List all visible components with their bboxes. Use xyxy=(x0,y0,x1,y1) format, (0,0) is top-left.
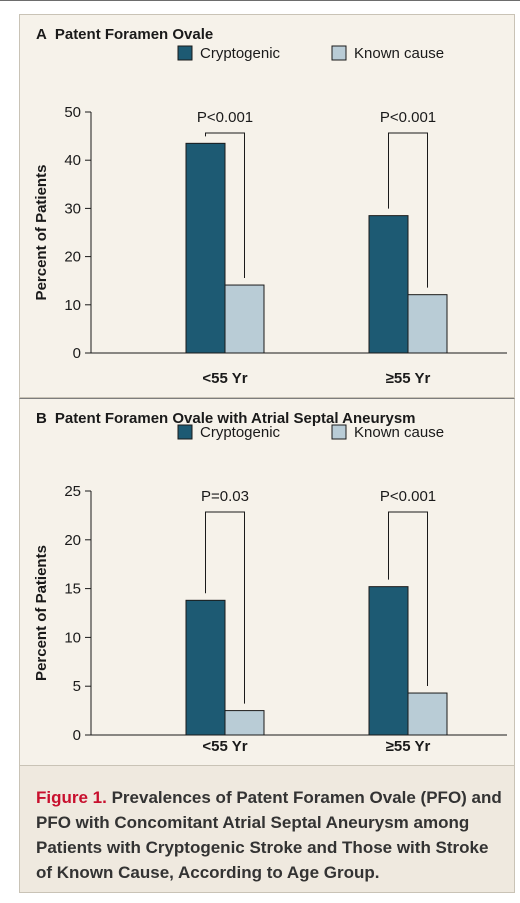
legend-label-b-1: Cryptogenic xyxy=(200,424,281,441)
panel-a-title-text: Patent Foramen Ovale xyxy=(54,26,214,43)
panel-a-title: A Patent Foramen Ovale xyxy=(36,26,213,43)
significance-bracket-a-2 xyxy=(388,132,428,288)
significance-bracket-b-1 xyxy=(205,511,245,704)
legend-swatch-a-2 xyxy=(331,45,347,61)
significance-bracket-b-2 xyxy=(388,511,428,687)
y-tick-label-a-50: 50 xyxy=(64,104,81,121)
y-tick-label-b-15: 15 xyxy=(64,581,81,598)
panel-b-title: B Patent Foramen Ovale with Atrial Septal… xyxy=(36,410,416,427)
significance-bracket-a-1 xyxy=(205,132,245,279)
y-axis-title-a: Percent of Patients xyxy=(33,165,50,301)
category-label-b-1: <55 Yr xyxy=(202,738,247,755)
p-value-b-1: P=0.03 xyxy=(201,488,249,505)
y-tick-label-a-30: 30 xyxy=(64,200,81,217)
bar-b-2-2 xyxy=(407,692,448,736)
legend-swatch-b-2 xyxy=(331,424,347,440)
bar-b-1-2 xyxy=(224,710,265,736)
y-tick-label-b-20: 20 xyxy=(64,532,81,549)
category-label-a-1: <55 Yr xyxy=(202,370,247,387)
caption-box: Figure 1. Prevalences of Patent Foramen … xyxy=(19,766,515,893)
y-tick-label-a-40: 40 xyxy=(64,152,81,169)
legend-label-a-2: Known cause xyxy=(354,45,444,62)
y-tick-label-b-0: 0 xyxy=(73,727,81,744)
panel-b-title-text: Patent Foramen Ovale with Atrial Septal … xyxy=(54,410,416,427)
y-tick-label-b-10: 10 xyxy=(64,629,81,646)
category-label-b-2: ≥55 Yr xyxy=(386,738,431,755)
panel-b: B Patent Foramen Ovale with Atrial Septal… xyxy=(19,398,515,766)
figure-caption: Figure 1. Prevalences of Patent Foramen … xyxy=(36,785,504,885)
y-tick-label-a-20: 20 xyxy=(64,249,81,266)
p-value-a-1: P<0.001 xyxy=(197,109,253,126)
figure-label: Figure 1. xyxy=(36,788,107,807)
y-tick-label-a-0: 0 xyxy=(73,345,81,362)
figure-caption-text: Prevalences of Patent Foramen Ovale (PFO… xyxy=(36,788,502,882)
bar-a-2-2 xyxy=(407,294,448,354)
panel-a-letter: A xyxy=(36,26,47,43)
top-rule xyxy=(0,0,520,1)
legend-label-a-1: Cryptogenic xyxy=(200,45,281,62)
p-value-b-2: P<0.001 xyxy=(380,488,436,505)
bar-a-2-1 xyxy=(368,215,409,354)
bar-b-2-1 xyxy=(368,586,409,736)
panel-a: A Patent Foramen Ovale Cryptogenic Known c… xyxy=(19,14,515,398)
y-tick-label-b-25: 25 xyxy=(64,483,81,500)
panel-b-letter: B xyxy=(36,410,47,427)
y-tick-label-b-5: 5 xyxy=(73,678,81,695)
legend-swatch-a-1 xyxy=(177,45,193,61)
p-value-a-2: P<0.001 xyxy=(380,109,436,126)
bar-b-1-1 xyxy=(185,599,226,736)
chart-a: Cryptogenic Known cause 0 10 20 30 40 50 Percent… xyxy=(33,45,507,387)
y-axis-title-b: Percent of Patients xyxy=(33,545,50,681)
bar-a-1-1 xyxy=(185,142,226,354)
chart-b: Cryptogenic Known cause 0 5 10 15 20 25 Percent … xyxy=(33,424,507,755)
category-label-a-2: ≥55 Yr xyxy=(386,370,431,387)
legend-swatch-b-1 xyxy=(177,424,193,440)
legend-label-b-2: Known cause xyxy=(354,424,444,441)
bar-a-1-2 xyxy=(224,284,265,354)
y-tick-label-a-10: 10 xyxy=(64,297,81,314)
